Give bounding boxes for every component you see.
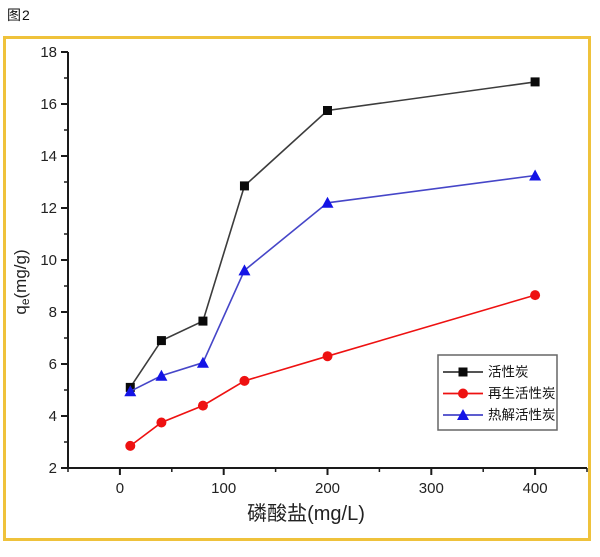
series-2-marker (155, 369, 168, 381)
series-0-marker (530, 77, 540, 87)
series-0-marker (323, 106, 332, 115)
legend-label: 活性炭 (488, 365, 529, 380)
legend-label: 热解活性炭 (488, 408, 556, 423)
series-1-marker (239, 375, 250, 386)
series-2-marker (321, 196, 334, 208)
x-tick-label: 400 (523, 480, 548, 497)
series-1-marker (530, 290, 541, 301)
legend-swatch-marker (457, 409, 469, 420)
series-2-marker (196, 356, 209, 368)
y-tick-label: 12 (40, 200, 57, 217)
figure-label: 图2 (7, 7, 31, 23)
y-tick-label: 6 (49, 356, 57, 373)
series-1-marker (197, 400, 208, 411)
legend-swatch-marker (458, 388, 468, 399)
x-tick-label: 300 (419, 480, 444, 497)
legend-box (437, 354, 558, 431)
series-0-marker (239, 181, 249, 191)
y-tick-label: 16 (40, 96, 57, 113)
series-1-marker (125, 440, 136, 451)
y-tick-label: 14 (40, 148, 57, 165)
series-2-marker (238, 264, 251, 276)
series-0-line (129, 81, 536, 388)
y-tick-label: 8 (49, 304, 57, 321)
legend-swatch-marker (458, 367, 468, 377)
series-0-marker (156, 336, 166, 346)
series-1-marker (322, 351, 333, 362)
series-0-marker (198, 316, 208, 326)
x-axis-title: 磷酸盐(mg/L) (247, 502, 365, 525)
chart-frame: 2 4 6 8 10 12 14 16 18 0 100 200 300 400 磷酸盐(mg/L) qe(m… (3, 36, 591, 541)
series-1-line (129, 294, 536, 447)
y-tick-label: 2 (49, 460, 57, 477)
y-axis-title: qe(mg/g) (11, 249, 32, 314)
y-tick-label: 10 (40, 252, 57, 269)
series-2-marker (124, 385, 137, 397)
x-tick-label: 100 (211, 480, 236, 497)
y-tick-label: 18 (40, 44, 57, 61)
x-tick-label: 0 (116, 480, 124, 497)
series-2-marker (529, 169, 542, 181)
x-tick-label: 200 (315, 480, 340, 497)
legend-label: 再生活性炭 (488, 386, 556, 401)
line-chart: 2 4 6 8 10 12 14 16 18 0 100 200 300 400 磷酸盐(mg/L) qe(m… (11, 44, 588, 525)
y-tick-label: 4 (49, 408, 57, 425)
series-1-marker (156, 417, 167, 428)
series-2-line (129, 174, 536, 393)
